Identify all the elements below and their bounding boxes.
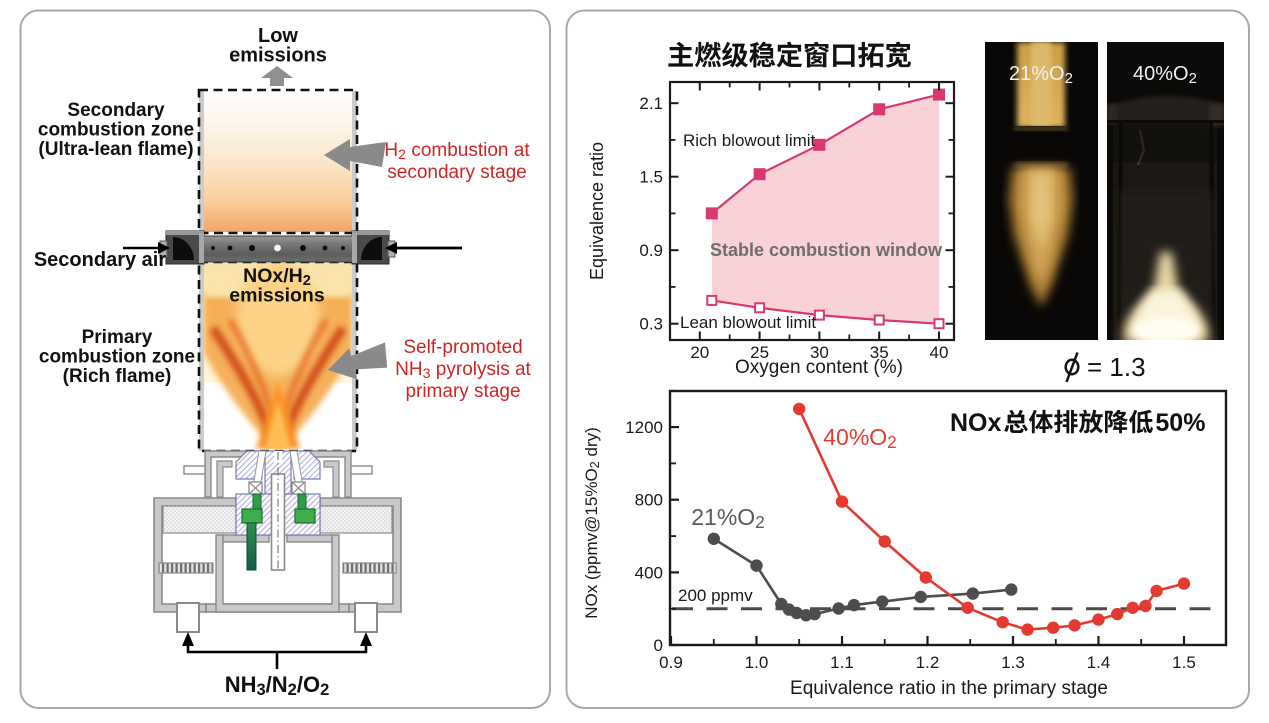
svg-text:400: 400 [635,563,663,582]
svg-text:Equivalence ratio: Equivalence ratio [587,142,607,280]
svg-text:40%O2: 40%O2 [1133,63,1197,87]
svg-text:0: 0 [654,636,663,655]
svg-text:1.2: 1.2 [916,653,940,672]
svg-text:(Ultra-lean flame): (Ultra-lean flame) [38,139,193,160]
svg-text:Secondary: Secondary [67,100,165,121]
svg-text:0.3: 0.3 [639,315,663,334]
svg-text:primary stage: primary stage [405,381,520,402]
svg-text:1.4: 1.4 [1087,653,1111,672]
svg-text:Lean blowout limit: Lean blowout limit [680,313,816,332]
svg-text:combustion zone: combustion zone [38,120,194,141]
svg-text:40%O2: 40%O2 [823,424,897,452]
svg-text:1.5: 1.5 [1172,653,1196,672]
svg-text:NH3/N2/O2: NH3/N2/O2 [225,672,330,699]
svg-text:25: 25 [750,343,769,362]
svg-text:NOx/H2: NOx/H2 [243,265,311,289]
svg-text:0.9: 0.9 [639,241,663,260]
svg-text:21%O2: 21%O2 [1009,63,1073,87]
svg-text:1.5: 1.5 [639,168,663,187]
svg-text:Rich blowout limit: Rich blowout limit [683,131,816,150]
svg-text:200 ppmv: 200 ppmv [678,586,753,605]
svg-text:H2 combustion at: H2 combustion at [384,140,530,163]
svg-text:35: 35 [870,343,889,362]
svg-text:800: 800 [635,491,663,510]
svg-text:(Rich flame): (Rich flame) [63,366,172,387]
svg-text:emissions: emissions [229,285,325,307]
svg-text:30: 30 [810,343,829,362]
svg-text:1200: 1200 [625,418,663,437]
svg-text:Oxygen content (%): Oxygen content (%) [735,357,903,378]
svg-text:NH3 pyrolysis at: NH3 pyrolysis at [395,359,531,382]
svg-text:combustion zone: combustion zone [39,347,195,368]
svg-text:1.0: 1.0 [745,653,769,672]
svg-text:Secondary air: Secondary air [34,249,167,271]
svg-text:Stable combustion window: Stable combustion window [710,240,943,260]
svg-text:50%: 50% [1155,409,1205,437]
svg-text:NOx (ppmv@15%O2 dry): NOx (ppmv@15%O2 dry) [582,427,602,619]
svg-text:2.1: 2.1 [639,94,663,113]
svg-text:secondary stage: secondary stage [387,162,526,183]
svg-text:21%O2: 21%O2 [691,504,765,532]
svg-text:Self-promoted: Self-promoted [403,337,522,358]
svg-text:emissions: emissions [229,45,327,67]
svg-text:0.9: 0.9 [659,653,683,672]
svg-text:Primary: Primary [82,327,153,348]
svg-text:40: 40 [930,343,949,362]
svg-text:Equivalence ratio in the prima: Equivalence ratio in the primary stage [790,678,1108,699]
svg-text:1.3: 1.3 [1001,653,1025,672]
svg-text:= 1.3: = 1.3 [1087,352,1146,382]
svg-text:NOx: NOx [950,409,1002,437]
svg-text:Low: Low [258,25,298,47]
svg-text:1.1: 1.1 [830,653,854,672]
svg-text:20: 20 [690,343,709,362]
